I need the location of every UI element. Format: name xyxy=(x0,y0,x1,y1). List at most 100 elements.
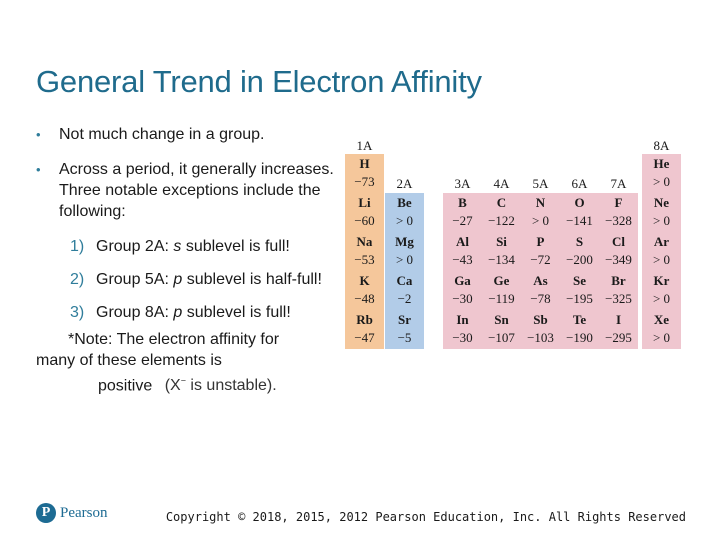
element-symbol: Sb xyxy=(533,312,548,327)
element-cell: Rb −47 xyxy=(345,310,384,349)
element-cell: As −78 xyxy=(521,271,560,310)
element-cell: Kr > 0 xyxy=(642,271,681,310)
group-label: 2A xyxy=(396,176,413,191)
formula-base: (X xyxy=(164,377,181,395)
element-cell: O −141 xyxy=(560,193,599,232)
element-cell: N > 0 xyxy=(521,193,560,232)
element-symbol: N xyxy=(535,195,546,210)
element-symbol: Se xyxy=(573,273,586,288)
element-symbol: F xyxy=(614,195,623,210)
element-symbol: Be xyxy=(397,195,412,210)
electron-affinity-value: > 0 xyxy=(395,213,414,228)
footnote-line: *Note: The electron affinity for xyxy=(68,331,280,348)
element-cell: P −72 xyxy=(521,232,560,271)
element-cell: Ne > 0 xyxy=(642,193,681,232)
element-symbol: C xyxy=(496,195,507,210)
bullet-item: • Across a period, it generally increase… xyxy=(36,159,336,222)
element-cell: Sn −107 xyxy=(482,310,521,349)
electron-affinity-value: > 0 xyxy=(652,330,671,345)
pearson-logo-icon: P xyxy=(36,503,56,523)
footnote-text: positive xyxy=(98,377,153,395)
element-symbol: O xyxy=(574,195,585,210)
bullet-text: Not much change in a group. xyxy=(59,126,265,143)
electron-affinity-value: −122 xyxy=(488,213,515,228)
element-symbol: As xyxy=(533,273,548,288)
electron-affinity-value: > 0 xyxy=(652,213,671,228)
electron-affinity-value: −30 xyxy=(452,291,473,306)
sub-item: 3) Group 8A: p sublevel is full! xyxy=(36,302,336,323)
element-cell: Te −190 xyxy=(560,310,599,349)
group-label: 6A xyxy=(571,176,588,191)
element-cell: H −73 xyxy=(345,154,384,193)
pearson-logo: P Pearson xyxy=(36,503,108,523)
footnote: *Note: The electron affinity for many of… xyxy=(36,329,336,396)
element-symbol: Mg xyxy=(395,234,414,249)
element-symbol: Rb xyxy=(356,312,373,327)
element-symbol: Kr xyxy=(653,273,670,288)
element-cell: He > 0 xyxy=(642,154,681,193)
sub-item-text: sublevel is full! xyxy=(182,304,291,321)
footnote-line: many of these elements is xyxy=(36,352,222,369)
element-symbol: Cl xyxy=(612,234,625,249)
sub-item-text: Group 2A: xyxy=(96,238,174,255)
sub-item: 2) Group 5A: p sublevel is half-full! xyxy=(36,269,336,290)
sub-item-text: sublevel is full! xyxy=(181,238,290,255)
element-symbol: K xyxy=(359,273,370,288)
sub-item-text: Group 8A: xyxy=(96,304,174,321)
group-label: 5A xyxy=(532,176,549,191)
electron-affinity-value: > 0 xyxy=(652,174,671,189)
electron-affinity-value: −2 xyxy=(397,291,412,306)
bullet-text: Across a period, it generally increases.… xyxy=(59,161,334,220)
sub-item-italic: p xyxy=(173,271,183,288)
electron-affinity-value: −107 xyxy=(488,330,515,345)
electron-affinity-value: −295 xyxy=(605,330,632,345)
element-cell: C −122 xyxy=(482,193,521,232)
element-cell: Li −60 xyxy=(345,193,384,232)
element-cell: F −328 xyxy=(599,193,638,232)
element-cell: Ar > 0 xyxy=(642,232,681,271)
electron-affinity-value: > 0 xyxy=(652,291,671,306)
element-symbol: Br xyxy=(611,273,626,288)
copyright-notice: Copyright © 2018, 2015, 2012 Pearson Edu… xyxy=(165,510,686,524)
element-symbol: Sr xyxy=(398,312,411,327)
element-cell: K −48 xyxy=(345,271,384,310)
electron-affinity-value: −73 xyxy=(354,174,375,189)
element-symbol: B xyxy=(458,195,467,210)
group-label: 7A xyxy=(610,176,627,191)
element-symbol: I xyxy=(615,312,622,327)
electron-affinity-value: > 0 xyxy=(652,252,671,267)
group-label: 4A xyxy=(493,176,510,191)
sub-item-text: sublevel is half-full! xyxy=(182,271,322,288)
electron-affinity-value: −48 xyxy=(354,291,375,306)
electron-affinity-value: −60 xyxy=(354,213,375,228)
bullet-item: • Not much change in a group. xyxy=(36,124,336,145)
group-label: 1A xyxy=(356,138,373,153)
element-cell: B −27 xyxy=(443,193,482,232)
element-cell: Sb −103 xyxy=(521,310,560,349)
element-symbol: H xyxy=(359,156,370,171)
element-cell: Sr −5 xyxy=(385,310,424,349)
element-cell: Na −53 xyxy=(345,232,384,271)
electron-affinity-value: −190 xyxy=(566,330,593,345)
electron-affinity-value: −103 xyxy=(527,330,554,345)
formula-charge: − xyxy=(180,376,186,386)
element-symbol: Ne xyxy=(653,195,670,210)
bullet-dot-icon: • xyxy=(36,127,41,142)
footnote-line: positive (X− is unstable). xyxy=(68,371,336,396)
element-cell: Ca −2 xyxy=(385,271,424,310)
element-symbol: Ca xyxy=(396,273,413,288)
element-cell: Se −195 xyxy=(560,271,599,310)
element-cell: Si −134 xyxy=(482,232,521,271)
anion-formula: (X− is unstable). xyxy=(164,376,277,395)
element-cell: Cl −349 xyxy=(599,232,638,271)
element-symbol: S xyxy=(575,234,584,249)
electron-affinity-value: −119 xyxy=(488,291,515,306)
element-symbol: Na xyxy=(356,234,373,249)
electron-affinity-value: −325 xyxy=(605,291,632,306)
electron-affinity-value: −27 xyxy=(452,213,473,228)
electron-affinity-value: −47 xyxy=(354,330,375,345)
group-label: 8A xyxy=(653,138,670,153)
sub-item-number: 2) xyxy=(70,271,85,288)
electron-affinity-value: −200 xyxy=(566,252,593,267)
element-symbol: P xyxy=(536,234,545,249)
